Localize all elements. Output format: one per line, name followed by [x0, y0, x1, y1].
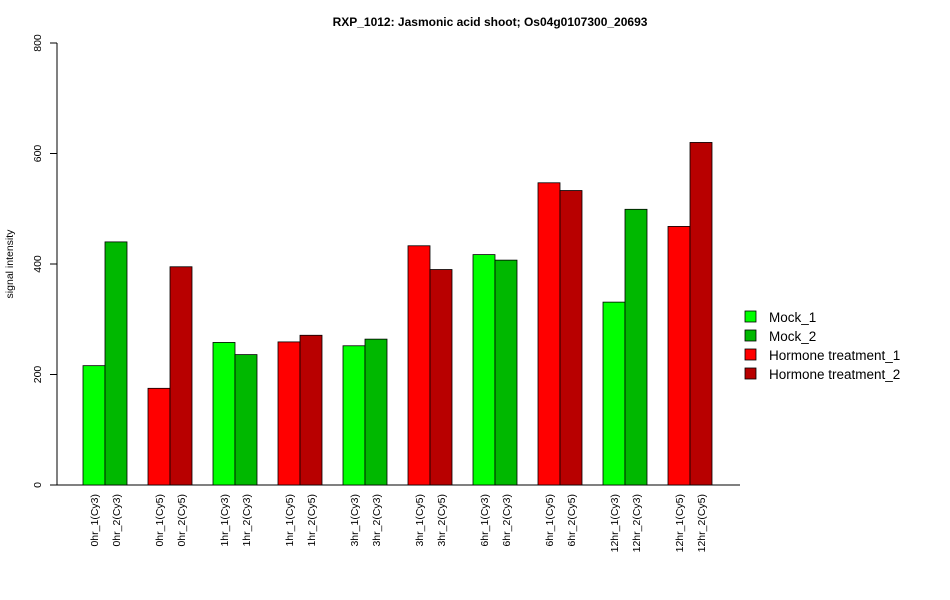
y-tick-label: 0 [32, 482, 44, 488]
y-axis-label: signal intensity [4, 229, 16, 299]
x-tick-label: 3hr_1(Cy5) [414, 494, 426, 547]
bar [667, 226, 691, 486]
bar [299, 334, 323, 486]
legend-swatch [744, 367, 757, 380]
legend-label: Hormone treatment_2 [769, 367, 900, 382]
legend-swatch [744, 310, 757, 323]
y-tick-label: 800 [32, 34, 44, 52]
x-tick-label: 1hr_2(Cy3) [241, 494, 253, 547]
x-tick-label: 1hr_1(Cy3) [219, 494, 231, 547]
bar [494, 259, 518, 486]
x-tick-label: 6hr_1(Cy3) [479, 494, 491, 547]
y-tick-label: 200 [32, 366, 44, 384]
x-tick-label: 12hr_2(Cy5) [696, 494, 708, 552]
x-tick-label: 1hr_1(Cy5) [284, 494, 296, 547]
x-tick-label: 3hr_1(Cy3) [349, 494, 361, 547]
y-tick-label: 600 [32, 145, 44, 163]
legend-label: Mock_2 [769, 329, 816, 344]
bar [364, 338, 388, 486]
bar [342, 345, 366, 486]
bar [537, 182, 561, 486]
x-tick-label: 6hr_1(Cy5) [544, 494, 556, 547]
bar [169, 266, 193, 486]
x-tick-label: 12hr_1(Cy5) [674, 494, 686, 552]
bar [624, 208, 648, 486]
x-tick-label: 0hr_1(Cy5) [154, 494, 166, 547]
bar [147, 387, 171, 486]
x-tick-label: 0hr_2(Cy5) [176, 494, 188, 547]
bars [82, 142, 713, 486]
x-tick-label: 6hr_2(Cy3) [501, 494, 513, 547]
chart-title: RXP_1012: Jasmonic acid shoot; Os04g0107… [333, 15, 648, 29]
legend-swatch [744, 348, 757, 361]
legend-label: Mock_1 [769, 310, 816, 325]
bar [104, 241, 128, 486]
x-tick-labels: 0hr_1(Cy3) 0hr_2(Cy3) 0hr_1(Cy5) 0hr_2(Cy5)… [89, 494, 708, 552]
bar [234, 354, 258, 486]
bar [407, 245, 431, 486]
legend-swatch [744, 329, 757, 342]
x-tick-label: 0hr_2(Cy3) [111, 494, 123, 547]
bar [212, 342, 236, 486]
x-tick-label: 3hr_2(Cy3) [371, 494, 383, 547]
legend: Mock_1 Mock_2 Hormone treatment_1 Hormone t… [744, 310, 900, 382]
bar [277, 341, 301, 486]
legend-label: Hormone treatment_1 [769, 348, 900, 363]
bar [559, 190, 583, 486]
x-tick-label: 12hr_1(Cy3) [609, 494, 621, 552]
x-tick-label: 1hr_2(Cy5) [306, 494, 318, 547]
x-tick-label: 3hr_2(Cy5) [436, 494, 448, 547]
bar [82, 365, 106, 486]
x-tick-label: 6hr_2(Cy5) [566, 494, 578, 547]
x-tick-label: 12hr_2(Cy3) [631, 494, 643, 552]
bar [689, 142, 713, 486]
bar [472, 254, 496, 486]
bar [602, 301, 626, 486]
y-tick-label: 400 [32, 255, 44, 273]
x-tick-label: 0hr_1(Cy3) [89, 494, 101, 547]
bar [429, 269, 453, 486]
